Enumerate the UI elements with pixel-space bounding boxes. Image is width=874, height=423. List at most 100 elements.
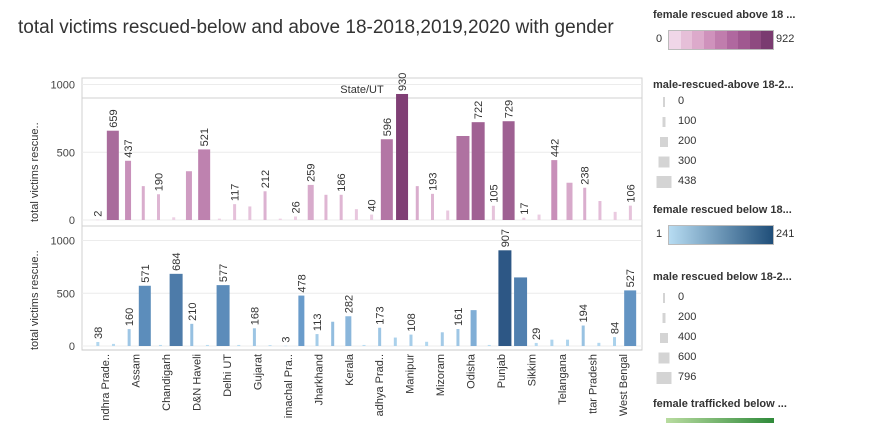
y-tick-label-bottom: 0 bbox=[69, 341, 75, 353]
x-tick-label: Odisha bbox=[466, 353, 478, 389]
x-tick-label: ndhra Prade.. bbox=[100, 354, 112, 421]
top-bar bbox=[248, 206, 252, 220]
bottom-data-label: 84 bbox=[610, 322, 622, 334]
bottom-data-label: 38 bbox=[93, 327, 105, 339]
size-swatch bbox=[658, 156, 670, 168]
top-bar bbox=[613, 211, 617, 220]
y-tick-label-top: 500 bbox=[57, 147, 75, 159]
legend-female-below-ramp bbox=[668, 225, 774, 245]
bottom-data-label: 108 bbox=[406, 313, 418, 331]
x-tick-label: adhya Prad.. bbox=[374, 354, 386, 416]
bottom-bar bbox=[487, 344, 491, 346]
bottom-bar bbox=[169, 273, 183, 346]
size-swatch bbox=[656, 176, 672, 188]
bottom-bar bbox=[550, 339, 554, 346]
plot-frame bbox=[81, 77, 643, 351]
bottom-bar bbox=[315, 334, 319, 346]
bottom-data-label: 173 bbox=[375, 306, 387, 324]
top-data-label: 26 bbox=[291, 201, 303, 213]
bottom-data-label: 282 bbox=[343, 295, 355, 313]
top-bar bbox=[566, 182, 573, 220]
ramp-cell bbox=[680, 31, 693, 49]
top-bar bbox=[157, 194, 160, 220]
top-bar bbox=[628, 205, 632, 220]
top-bar bbox=[415, 186, 419, 220]
top-data-label: 659 bbox=[108, 109, 120, 127]
top-bar bbox=[537, 214, 541, 220]
x-tick-label: Jharkhand bbox=[313, 354, 325, 405]
top-data-label: 106 bbox=[625, 184, 637, 202]
bottom-bar bbox=[470, 310, 477, 346]
size-label: 200 bbox=[678, 311, 697, 323]
bottom-data-label: 210 bbox=[187, 302, 199, 320]
y-axis-title-top: total victims rescue.. bbox=[29, 122, 41, 222]
top-data-label: 596 bbox=[382, 118, 394, 136]
top-data-label: 193 bbox=[428, 172, 440, 190]
size-label: 100 bbox=[678, 115, 697, 127]
size-swatch bbox=[662, 117, 666, 127]
top-bar bbox=[370, 214, 374, 220]
top-bar bbox=[491, 205, 495, 220]
top-bar bbox=[125, 160, 132, 220]
legend-trafficked-title: female trafficked below ... bbox=[653, 398, 787, 410]
bottom-data-label: 113 bbox=[312, 314, 324, 332]
bottom-data-label: 571 bbox=[140, 264, 152, 282]
bottom-data-label: 161 bbox=[453, 308, 465, 326]
size-swatch bbox=[658, 352, 670, 364]
axes-labels: State/UT 0 0 500 500 1000 1000 total victims re… bbox=[29, 80, 630, 421]
top-bar bbox=[294, 216, 297, 220]
bottom-data-label: 3 bbox=[281, 337, 293, 343]
x-tick-label: Telangana bbox=[557, 353, 569, 405]
top-data-label: 722 bbox=[473, 101, 485, 119]
legend-female-below-min: 1 bbox=[656, 228, 663, 240]
bottom-bar bbox=[393, 337, 397, 346]
bottom-bar bbox=[190, 323, 194, 346]
top-bar bbox=[583, 187, 587, 220]
top-data-label: 930 bbox=[397, 73, 409, 91]
top-data-label: 442 bbox=[549, 139, 561, 157]
bottom-bar bbox=[216, 285, 230, 346]
size-swatch bbox=[663, 97, 665, 107]
column-header: State/UT bbox=[340, 84, 384, 96]
x-tick-label: Assam bbox=[131, 354, 143, 388]
size-label: 200 bbox=[678, 135, 697, 147]
size-label: 796 bbox=[678, 371, 697, 383]
top-bar bbox=[233, 204, 237, 220]
top-data-label: 238 bbox=[580, 166, 592, 184]
top-data-label: 437 bbox=[123, 139, 135, 157]
bottom-bar bbox=[425, 341, 429, 346]
bottom-bar bbox=[613, 337, 617, 346]
top-bar bbox=[217, 218, 221, 220]
bottom-bar bbox=[498, 250, 512, 346]
legend-female-above-max: 922 bbox=[776, 33, 795, 45]
top-bar bbox=[551, 160, 558, 220]
bottom-data-label: 160 bbox=[124, 308, 136, 326]
top-data-label: 17 bbox=[519, 202, 531, 214]
bottom-bar bbox=[624, 290, 637, 346]
ramp-cell bbox=[749, 31, 762, 49]
top-bar bbox=[96, 219, 100, 221]
top-bar bbox=[141, 186, 145, 220]
size-swatch bbox=[662, 313, 666, 323]
top-bar bbox=[522, 217, 526, 220]
size-swatch bbox=[663, 293, 665, 303]
top-bar bbox=[598, 201, 602, 220]
bottom-data-label: 577 bbox=[218, 264, 230, 282]
size-label: 0 bbox=[678, 291, 685, 303]
top-data-label: 117 bbox=[230, 184, 242, 202]
top-bar bbox=[172, 217, 176, 220]
size-label: 600 bbox=[678, 351, 697, 363]
bottom-bar bbox=[111, 343, 115, 346]
bottom-bar bbox=[566, 339, 570, 346]
y-tick-label-top: 0 bbox=[69, 215, 75, 227]
y-tick-label-bottom: 1000 bbox=[51, 236, 75, 248]
ramp-cell bbox=[761, 31, 773, 49]
top-bar bbox=[502, 121, 515, 220]
bottom-bar bbox=[96, 341, 100, 346]
top-bar bbox=[380, 139, 393, 220]
x-tick-label: imachal Pra.. bbox=[283, 354, 295, 418]
legend-female-below-max: 241 bbox=[776, 228, 795, 240]
y-tick-label-bottom: 500 bbox=[57, 288, 75, 300]
